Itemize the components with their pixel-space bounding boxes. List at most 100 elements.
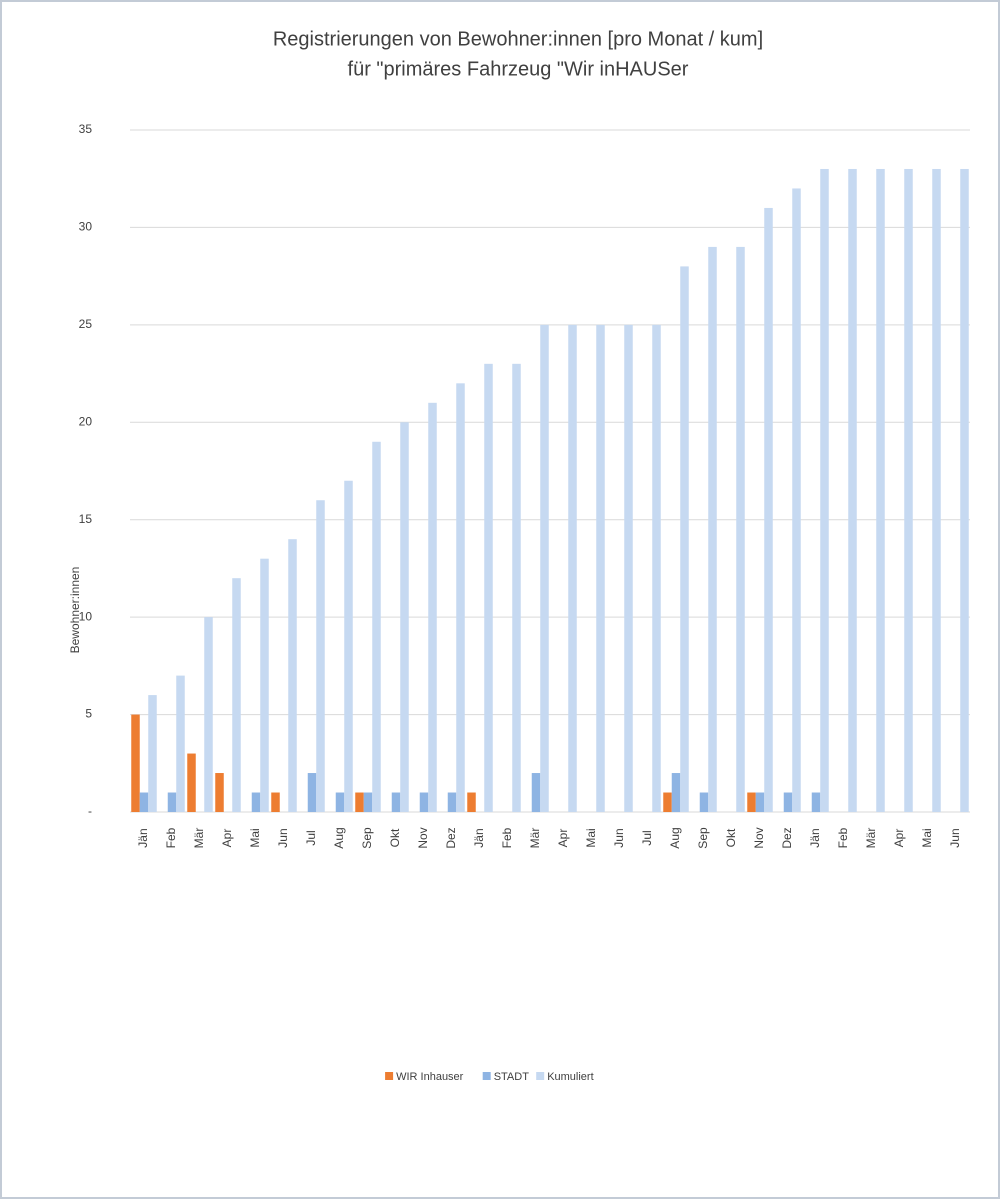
bar: [680, 266, 689, 812]
bar: [251, 792, 261, 812]
bar: [363, 792, 373, 812]
x-tick-label: Jul: [304, 830, 318, 845]
bar: [932, 168, 941, 812]
bar: [355, 792, 364, 812]
bar: [671, 773, 681, 812]
bar: [271, 792, 280, 812]
y-tick-label: 20: [79, 414, 93, 428]
bar: [783, 792, 793, 812]
x-tick-label: Jun: [948, 828, 962, 847]
x-tick-label: Aug: [668, 827, 682, 848]
x-tick-label: Mär: [192, 828, 206, 849]
x-tick-label: Apr: [220, 829, 234, 848]
bar: [139, 792, 149, 812]
y-tick-label: 30: [79, 220, 93, 234]
bar: [708, 246, 717, 812]
bar: [131, 714, 140, 812]
bar: [400, 422, 409, 812]
bar: [391, 792, 401, 812]
bar: [747, 792, 756, 812]
bar: [260, 558, 269, 812]
bar: [531, 773, 541, 812]
x-tick-label: Apr: [556, 829, 570, 848]
bar: [232, 578, 241, 812]
x-tick-label: Dez: [780, 827, 794, 848]
y-tick-label: 35: [79, 122, 93, 136]
x-tick-label: Jul: [640, 830, 654, 845]
bar: [167, 792, 177, 812]
y-tick-label: -: [88, 804, 92, 818]
bar: [419, 792, 429, 812]
x-tick-label: Mai: [920, 828, 934, 847]
bar: [344, 480, 353, 812]
bar: [467, 792, 476, 812]
legend-label: WIR Inhauser: [396, 1071, 464, 1083]
chart-title: für "primäres Fahrzeug "Wir inHAUSer: [348, 58, 689, 80]
bar: [624, 324, 633, 812]
bar: [187, 753, 196, 812]
x-tick-label: Okt: [388, 828, 402, 847]
bar: [699, 792, 709, 812]
bar: [764, 207, 773, 812]
bar: [652, 324, 661, 812]
x-tick-label: Feb: [164, 827, 178, 848]
y-axis-label: Bewohner:innen: [68, 567, 82, 654]
bar: [820, 168, 829, 812]
legend-label: Kumuliert: [547, 1071, 593, 1083]
bar: [568, 324, 577, 812]
x-tick-label: Mai: [584, 828, 598, 847]
x-tick-label: Aug: [332, 827, 346, 848]
chart-title: Registrierungen von Bewohner:innen [pro …: [273, 28, 763, 50]
bar: [148, 695, 157, 812]
x-tick-label: Mai: [248, 828, 262, 847]
bar: [372, 441, 381, 812]
bar: [215, 773, 224, 812]
y-tick-label: 25: [79, 317, 93, 331]
legend-swatch: [536, 1072, 545, 1080]
bar: [755, 792, 765, 812]
bar: [176, 675, 185, 812]
bar: [596, 324, 605, 812]
bar: [811, 792, 821, 812]
x-tick-label: Feb: [500, 827, 514, 848]
bar: [792, 188, 801, 812]
x-tick-label: Okt: [724, 828, 738, 847]
bar: [663, 792, 672, 812]
x-tick-label: Jän: [472, 828, 486, 847]
bar: [428, 402, 437, 812]
y-tick-label: 10: [79, 609, 93, 623]
bar: [484, 363, 493, 812]
bar: [288, 539, 297, 812]
x-tick-label: Sep: [360, 827, 374, 849]
y-tick-label: 5: [85, 707, 92, 721]
legend-swatch: [482, 1072, 491, 1080]
bar: [316, 500, 325, 812]
x-tick-label: Jän: [808, 828, 822, 847]
x-tick-label: Feb: [836, 827, 850, 848]
bar: [960, 168, 969, 812]
x-tick-label: Jän: [136, 828, 150, 847]
x-tick-label: Nov: [752, 827, 766, 848]
x-tick-label: Sep: [696, 827, 710, 849]
bar: [736, 246, 745, 812]
bar: [447, 792, 457, 812]
bar: [876, 168, 885, 812]
x-tick-label: Mär: [528, 828, 542, 849]
bar: [512, 363, 521, 812]
legend-label: STADT: [494, 1071, 530, 1083]
bar: [307, 773, 317, 812]
bar: [540, 324, 549, 812]
x-tick-label: Jun: [612, 828, 626, 847]
y-tick-label: 15: [79, 512, 93, 526]
bar: [456, 383, 465, 812]
x-tick-label: Nov: [416, 827, 430, 848]
bar: [335, 792, 345, 812]
x-tick-label: Jun: [276, 828, 290, 847]
legend-swatch: [385, 1072, 394, 1080]
x-tick-label: Apr: [892, 829, 906, 848]
bar: [904, 168, 913, 812]
x-tick-label: Dez: [444, 827, 458, 848]
x-tick-label: Mär: [864, 828, 878, 849]
